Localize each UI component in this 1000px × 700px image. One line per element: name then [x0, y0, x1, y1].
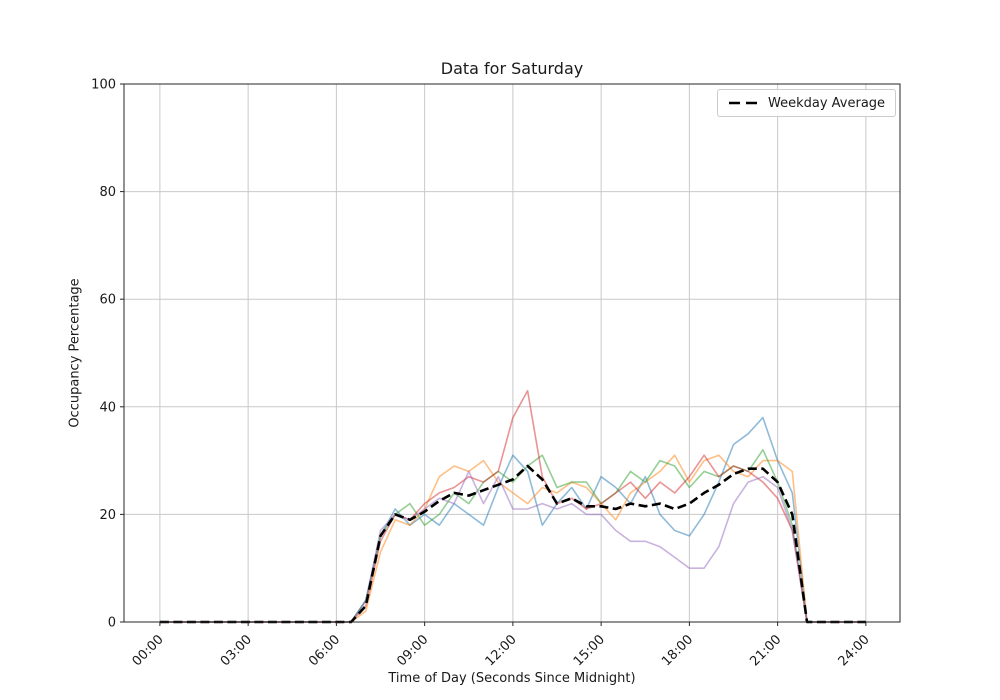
x-tick-label: 18:00 — [659, 632, 696, 669]
x-tick-label: 09:00 — [394, 632, 431, 669]
x-tick-label: 24:00 — [836, 632, 873, 669]
x-tick-label: 06:00 — [306, 632, 343, 669]
x-tick-label: 00:00 — [130, 632, 167, 669]
x-tick-label: 12:00 — [483, 632, 520, 669]
legend-label: Weekday Average — [768, 95, 886, 111]
x-axis-label: Time of Day (Seconds Since Midnight) — [388, 671, 636, 686]
weekday-average-line — [159, 464, 866, 624]
y-tick-label: 80 — [99, 185, 116, 200]
x-tick-label: 21:00 — [747, 632, 784, 669]
y-tick-label: 40 — [99, 400, 116, 415]
plot-border — [123, 83, 901, 623]
dashed-line-icon — [729, 101, 757, 105]
y-tick-label: 100 — [91, 78, 116, 93]
x-tick-label: 03:00 — [218, 632, 255, 669]
y-axis-label: Occupancy Percentage — [67, 278, 83, 428]
legend: Weekday Average — [717, 89, 897, 117]
x-tick-label: 15:00 — [571, 632, 608, 669]
y-tick-label: 0 — [108, 616, 116, 631]
chart-title: Data for Saturday — [440, 59, 584, 78]
y-tick-label: 60 — [99, 293, 116, 308]
y-tick-label: 20 — [99, 508, 116, 523]
